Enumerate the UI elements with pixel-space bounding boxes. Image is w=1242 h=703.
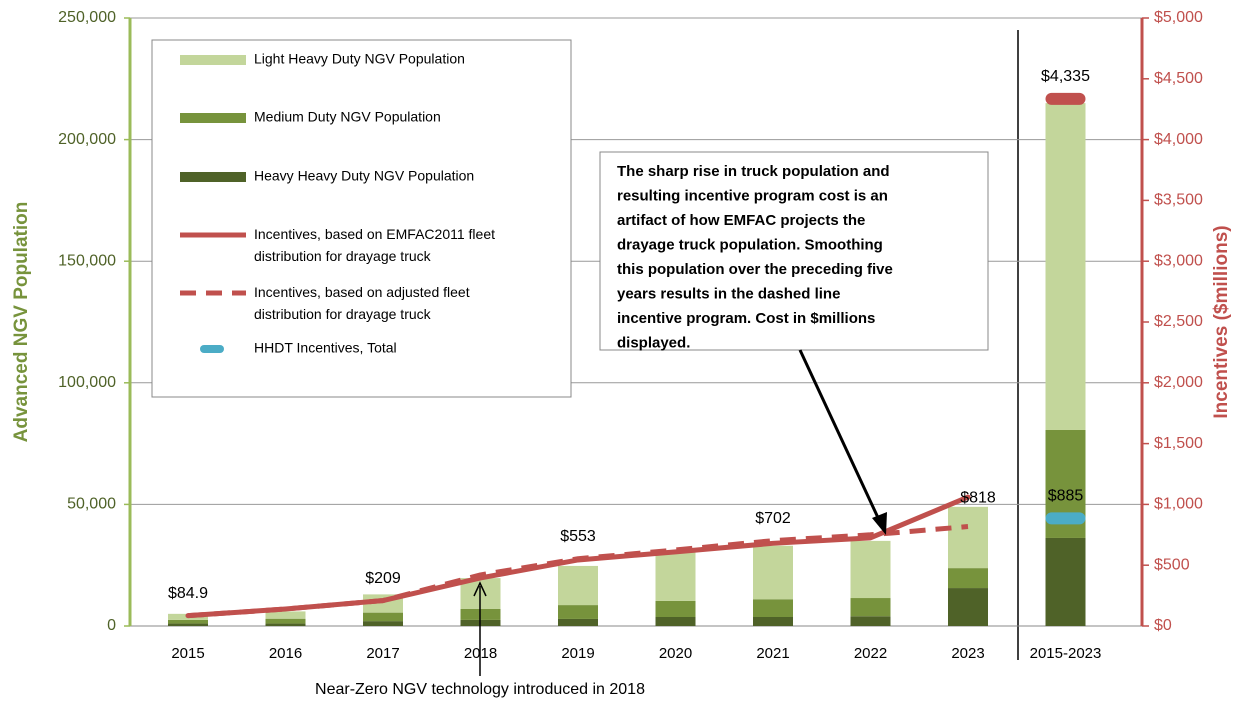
- bar: [655, 600, 696, 618]
- bar: [363, 612, 403, 622]
- x-tick-label: 2022: [854, 645, 887, 662]
- value-label: $818: [960, 490, 996, 507]
- value-label: $84.9: [168, 585, 208, 602]
- bar: [948, 568, 988, 589]
- bar: [948, 506, 988, 569]
- bar: [850, 616, 891, 626]
- annotation-text: drayage truck population. Smoothing: [617, 236, 883, 253]
- bar: [265, 618, 306, 624]
- legend-label: Incentives, based on EMFAC2011 fleet dist…: [254, 226, 495, 264]
- x-tick-label: 2023: [951, 645, 984, 662]
- value-label: $4,335: [1041, 68, 1090, 85]
- y2-tick-label: $1,000: [1154, 496, 1203, 513]
- annotation-text: The sharp rise in truck population and: [617, 163, 890, 180]
- x-tick-label: 2016: [269, 645, 302, 662]
- y-axis-label: Advanced NGV Population: [11, 202, 32, 443]
- bar: [655, 617, 696, 626]
- annotation-arrow: [798, 349, 882, 523]
- x-tick-label: 2021: [756, 645, 789, 662]
- y-tick-label: 250,000: [58, 9, 116, 26]
- bar: [850, 598, 891, 617]
- bar: [558, 618, 598, 626]
- x-tick-label: 2019: [561, 645, 594, 662]
- y2-axis-label: Incentives ($millions): [1211, 225, 1232, 418]
- bar: [168, 619, 208, 624]
- annotation-text: artifact of how EMFAC projects the: [617, 212, 865, 229]
- bar: [655, 550, 696, 601]
- legend-label: Heavy Heavy Duty NGV Population: [254, 168, 474, 184]
- y-tick-label: 50,000: [67, 496, 116, 513]
- bar: [1045, 537, 1086, 626]
- annotation-text: incentive program. Cost in $millions: [617, 310, 875, 327]
- legend-label: Incentives, based on adjusted fleet distr…: [254, 284, 470, 322]
- y-tick-label: 0: [107, 617, 116, 634]
- bar: [168, 623, 208, 626]
- y2-tick-label: $2,500: [1154, 313, 1203, 330]
- annotation-text: this population over the preceding five: [617, 261, 893, 278]
- annotation-text: displayed.: [617, 334, 690, 351]
- y-tick-label: 100,000: [58, 374, 116, 391]
- bar: [948, 588, 988, 626]
- bar: [753, 617, 793, 626]
- x-tick-label: 2017: [366, 645, 399, 662]
- y-tick-label: 150,000: [58, 252, 116, 269]
- legend-swatch: [180, 55, 246, 65]
- y2-tick-label: $5,000: [1154, 9, 1203, 26]
- annotation-box: [599, 151, 989, 351]
- bar: [1045, 103, 1086, 430]
- y2-tick-label: $0: [1154, 617, 1172, 634]
- value-label: $209: [365, 570, 401, 587]
- y2-tick-label: $1,500: [1154, 435, 1203, 452]
- bar: [558, 605, 598, 619]
- legend-swatch: [180, 113, 246, 123]
- bar: [265, 623, 306, 626]
- legend-label: Light Heavy Duty NGV Population: [254, 51, 465, 67]
- x-tick-label: 2015-2023: [1030, 645, 1102, 662]
- legend-label: Medium Duty NGV Population: [254, 109, 441, 125]
- annotation-text: resulting incentive program cost is an: [617, 187, 888, 204]
- bar: [753, 599, 793, 618]
- y2-tick-label: $2,000: [1154, 374, 1203, 391]
- bar: [558, 565, 598, 606]
- value-label: $553: [560, 528, 596, 545]
- legend-box: [151, 39, 572, 398]
- x-tick-label: 2015: [171, 645, 204, 662]
- arrow-head: [473, 581, 487, 597]
- bar: [265, 611, 306, 619]
- y-tick-label: 200,000: [58, 131, 116, 148]
- bar: [363, 621, 403, 626]
- y2-tick-label: $500: [1154, 556, 1190, 573]
- y2-tick-label: $4,500: [1154, 70, 1203, 87]
- value-label: $702: [755, 510, 791, 527]
- arrow-head: [872, 512, 887, 535]
- annotation-text: years results in the dashed line: [617, 285, 840, 302]
- dashed-line: [187, 524, 969, 619]
- bar: [753, 545, 793, 600]
- bar: [850, 540, 891, 599]
- value-label: $885: [1048, 488, 1084, 505]
- legend-swatch: [180, 172, 246, 182]
- y2-tick-label: $3,500: [1154, 192, 1203, 209]
- note: Near-Zero NGV technology introduced in 2…: [315, 681, 645, 698]
- legend-label: HHDT Incentives, Total: [254, 340, 397, 356]
- x-tick-label: 2020: [659, 645, 692, 662]
- y2-tick-label: $4,000: [1154, 131, 1203, 148]
- y2-tick-label: $3,000: [1154, 252, 1203, 269]
